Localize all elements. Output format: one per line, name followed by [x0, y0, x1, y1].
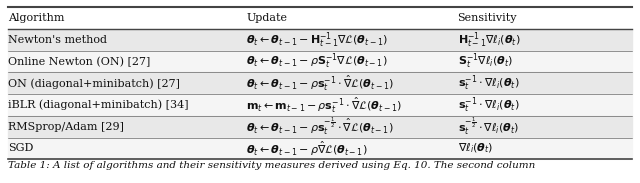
Text: Newton's method: Newton's method	[8, 35, 107, 45]
Bar	[8, 137, 632, 159]
Text: $\mathbf{s}_t^{-1}\cdot\nabla\ell_i(\boldsymbol{\theta}_t)$: $\mathbf{s}_t^{-1}\cdot\nabla\ell_i(\bol…	[458, 95, 519, 115]
Text: $\mathbf{s}_t^{-1}\cdot\nabla\ell_i(\boldsymbol{\theta}_t)$: $\mathbf{s}_t^{-1}\cdot\nabla\ell_i(\bol…	[458, 73, 519, 93]
Bar	[8, 29, 632, 51]
Text: RMSprop/Adam [29]: RMSprop/Adam [29]	[8, 122, 124, 132]
Text: Table 1: A list of algorithms and their sensitivity measures derived using Eq. 1: Table 1: A list of algorithms and their …	[8, 161, 535, 170]
Text: $\boldsymbol{\theta}_t \leftarrow \boldsymbol{\theta}_{t-1} - \rho\mathbf{S}_t^{: $\boldsymbol{\theta}_t \leftarrow \bolds…	[246, 52, 388, 71]
Text: $\nabla\ell_i(\boldsymbol{\theta}_t)$: $\nabla\ell_i(\boldsymbol{\theta}_t)$	[458, 142, 493, 155]
Text: $\boldsymbol{\theta}_t \leftarrow \boldsymbol{\theta}_{t-1} - \mathbf{H}_{t-1}^{: $\boldsymbol{\theta}_t \leftarrow \bolds…	[246, 30, 388, 50]
Text: $\boldsymbol{\theta}_t \leftarrow \boldsymbol{\theta}_{t-1} - \rho\mathbf{s}_t^{: $\boldsymbol{\theta}_t \leftarrow \bolds…	[246, 116, 394, 137]
Text: ON (diagonal+minibatch) [27]: ON (diagonal+minibatch) [27]	[8, 78, 180, 89]
Text: $\mathbf{m}_t \leftarrow \mathbf{m}_{t-1} - \rho\mathbf{s}_t^{-1}\cdot\hat{\nabl: $\mathbf{m}_t \leftarrow \mathbf{m}_{t-1…	[246, 95, 403, 115]
Bar	[8, 116, 632, 137]
Text: Algorithm: Algorithm	[8, 13, 64, 23]
Bar	[8, 7, 632, 29]
Bar	[8, 94, 632, 116]
Text: SGD: SGD	[8, 143, 33, 153]
Text: $\mathbf{s}_t^{-\frac{1}{2}}\cdot\nabla\ell_i(\boldsymbol{\theta}_t)$: $\mathbf{s}_t^{-\frac{1}{2}}\cdot\nabla\…	[458, 116, 519, 137]
Bar	[8, 51, 632, 72]
Text: Sensitivity: Sensitivity	[458, 13, 517, 23]
Text: $\boldsymbol{\theta}_t \leftarrow \boldsymbol{\theta}_{t-1} - \rho\mathbf{s}_t^{: $\boldsymbol{\theta}_t \leftarrow \bolds…	[246, 74, 394, 93]
Text: Online Newton (ON) [27]: Online Newton (ON) [27]	[8, 56, 150, 67]
Bar	[8, 72, 632, 94]
Text: Update: Update	[246, 13, 287, 23]
Text: $\mathbf{H}_{t-1}^{-1}\nabla\ell_i(\boldsymbol{\theta}_t)$: $\mathbf{H}_{t-1}^{-1}\nabla\ell_i(\bold…	[458, 30, 520, 50]
Text: $\boldsymbol{\theta}_t \leftarrow \boldsymbol{\theta}_{t-1} - \rho\hat{\nabla}\m: $\boldsymbol{\theta}_t \leftarrow \bolds…	[246, 139, 368, 158]
Text: iBLR (diagonal+minibatch) [34]: iBLR (diagonal+minibatch) [34]	[8, 100, 188, 110]
Text: $\mathbf{S}_t^{-1}\nabla\ell_i(\boldsymbol{\theta}_t)$: $\mathbf{S}_t^{-1}\nabla\ell_i(\boldsymb…	[458, 52, 513, 71]
